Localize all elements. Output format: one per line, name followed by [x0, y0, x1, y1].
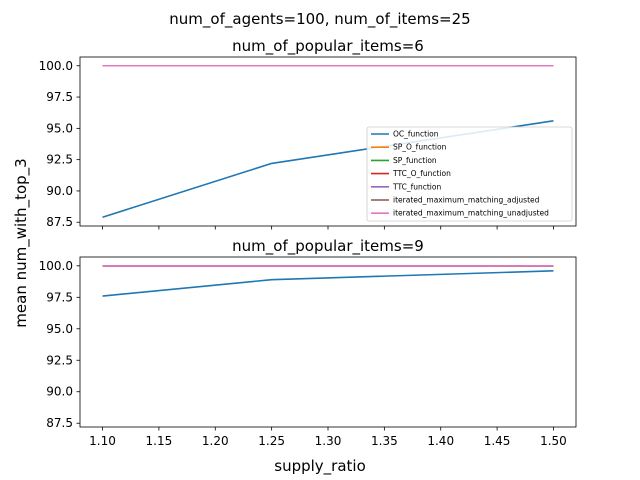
x-tick-label: 1.40 [427, 434, 454, 448]
subplot-title: num_of_popular_items=9 [232, 237, 424, 256]
x-tick-label: 1.30 [315, 434, 342, 448]
legend-label: OC_function [393, 130, 439, 139]
y-tick-label: 97.5 [46, 90, 73, 104]
figure-ylabel: mean num_with_top_3 [12, 158, 31, 327]
x-tick-label: 1.10 [89, 434, 116, 448]
x-tick-label: 1.50 [540, 434, 567, 448]
legend: OC_function SP_O_function SP_function TTC_O… [367, 127, 572, 221]
y-tick-label: 97.5 [46, 290, 73, 304]
y-tick-label: 100.0 [39, 259, 73, 273]
legend-label: TTC_O_function [392, 169, 451, 178]
x-tick-label: 1.45 [484, 434, 511, 448]
legend-label: SP_function [393, 156, 437, 165]
y-tick-label: 95.0 [46, 121, 73, 135]
y-tick-label: 90.0 [46, 184, 73, 198]
figure-suptitle: num_of_agents=100, num_of_items=25 [169, 10, 470, 29]
y-tick-label: 90.0 [46, 385, 73, 399]
x-tick-label: 1.15 [146, 434, 173, 448]
figure-xlabel: supply_ratio [274, 457, 366, 476]
legend-label: TTC_function [392, 182, 441, 191]
x-tick-label: 1.20 [202, 434, 229, 448]
legend-label: iterated_maximum_matching_unadjusted [393, 209, 549, 218]
y-tick-label: 100.0 [39, 59, 73, 73]
y-tick-label: 87.5 [46, 215, 73, 229]
y-tick-label: 95.0 [46, 322, 73, 336]
y-tick-label: 87.5 [46, 416, 73, 430]
x-tick-label: 1.35 [371, 434, 398, 448]
legend-label: SP_O_function [393, 143, 447, 152]
x-tick-label: 1.25 [258, 434, 285, 448]
subplot-title: num_of_popular_items=6 [232, 37, 424, 56]
y-tick-label: 92.5 [46, 353, 73, 367]
y-tick-label: 92.5 [46, 153, 73, 167]
legend-label: iterated_maximum_matching_adjusted [393, 196, 540, 205]
